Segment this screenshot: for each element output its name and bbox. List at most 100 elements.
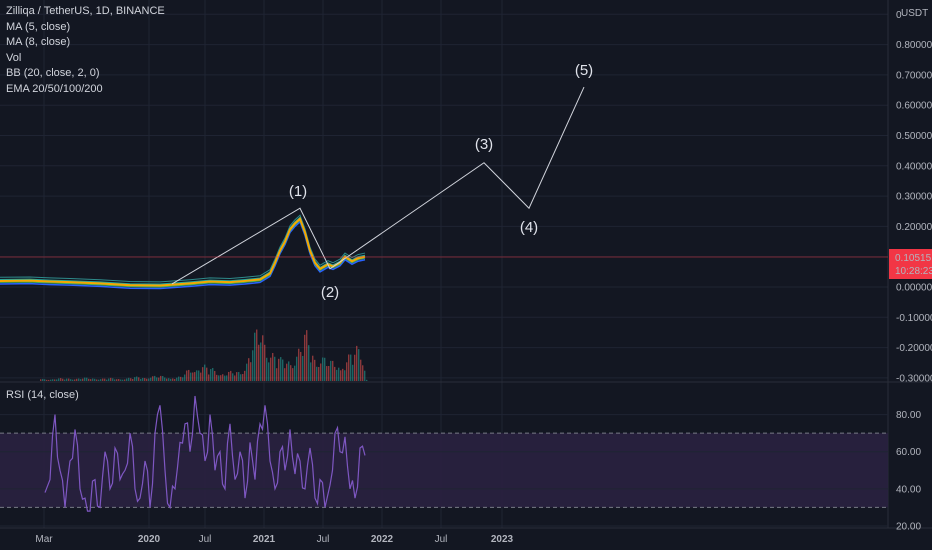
rsi-tick-label: 20.00	[896, 522, 921, 533]
legend-ma8[interactable]: MA (8, close)	[6, 36, 71, 49]
volume-bar	[76, 378, 78, 381]
volume-bar	[280, 357, 282, 381]
volume-bar	[212, 367, 214, 381]
countdown-label: 10:28:23	[895, 266, 932, 277]
volume-bar	[222, 374, 224, 381]
volume-bar	[356, 345, 358, 381]
volume-bar	[342, 368, 344, 381]
volume-bar	[298, 348, 300, 381]
volume-bar	[106, 379, 108, 381]
price-tick-label: -0.30000	[896, 373, 932, 384]
volume-bar	[354, 354, 356, 381]
volume-bar	[196, 370, 198, 381]
volume-bar	[262, 335, 264, 381]
volume-bar	[256, 329, 258, 381]
volume-bar	[112, 378, 114, 381]
volume-bar	[46, 379, 48, 381]
volume-bar	[174, 378, 176, 381]
price-tick-label: -0.20000	[896, 343, 932, 354]
volume-bar	[140, 378, 142, 381]
volume-bar	[66, 378, 68, 381]
price-tick-label: 0.40000	[896, 161, 932, 172]
price-tick-label: 0.60000	[896, 101, 932, 112]
volume-bar	[350, 354, 352, 381]
volume-bar	[176, 377, 178, 381]
price-tick-label: 0.30000	[896, 192, 932, 203]
volume-bar	[182, 377, 184, 381]
price-tag	[889, 249, 932, 279]
volume-bar	[170, 378, 172, 381]
volume-bar	[156, 377, 158, 381]
volume-bar	[232, 373, 234, 381]
elliott-wave-line	[171, 86, 585, 285]
volume-bar	[60, 378, 62, 381]
volume-bar	[214, 371, 216, 381]
time-axis-label: 2021	[253, 534, 276, 545]
volume-bar	[300, 351, 302, 381]
legend-vol[interactable]: Vol	[6, 51, 22, 64]
volume-bar	[74, 379, 76, 381]
volume-bar	[184, 374, 186, 381]
volume-bar	[70, 379, 72, 381]
volume-bar	[344, 370, 346, 381]
volume-bar	[364, 370, 366, 381]
price-tick-label: 0.70000	[896, 70, 932, 81]
volume-bar	[352, 364, 354, 381]
volume-bar	[88, 378, 90, 381]
volume-bar	[282, 359, 284, 381]
volume-bar	[244, 370, 246, 381]
time-axis-label: Jul	[317, 534, 330, 545]
volume-bar	[308, 345, 310, 381]
wave-label: (3)	[475, 136, 493, 153]
volume-bar	[366, 379, 368, 381]
volume-bar	[86, 377, 88, 381]
volume-bar	[84, 377, 86, 381]
rsi-line	[44, 395, 366, 512]
volume-bar	[152, 376, 154, 381]
volume-bar	[324, 357, 326, 381]
volume-bar	[304, 334, 306, 381]
ema-line	[0, 220, 366, 290]
legend-bb[interactable]: BB (20, close, 2, 0)	[6, 67, 100, 80]
volume-bar	[286, 363, 288, 381]
volume-bar	[270, 357, 272, 381]
volume-bar	[226, 375, 228, 381]
volume-bar	[288, 361, 290, 381]
volume-bar	[198, 370, 200, 381]
volume-bar	[284, 368, 286, 381]
volume-bar	[230, 370, 232, 381]
volume-bar	[260, 342, 262, 381]
legend: Zilliqa / TetherUS, 1D, BINANCE MA (5, c…	[6, 4, 165, 98]
rsi-tick-label: 60.00	[896, 447, 921, 458]
volume-bar	[208, 374, 210, 381]
volume-bar	[168, 378, 170, 381]
volume-bar	[162, 375, 164, 381]
volume-bar	[254, 332, 256, 381]
legend-ma5[interactable]: MA (5, close)	[6, 20, 71, 33]
volume-bar	[264, 344, 266, 381]
volume-bar	[258, 344, 260, 381]
wave-label: (2)	[321, 284, 339, 301]
volume-bar	[206, 367, 208, 381]
volume-bar	[144, 378, 146, 381]
volume-bar	[224, 375, 226, 381]
volume-bar	[318, 367, 320, 381]
volume-bar	[124, 379, 126, 381]
volume-bar	[92, 378, 94, 381]
volume-bar	[274, 356, 276, 381]
legend-symbol[interactable]: Zilliqa / TetherUS, 1D, BINANCE	[6, 5, 165, 17]
legend-ema[interactable]: EMA 20/50/100/200	[6, 82, 103, 95]
volume-bar	[346, 362, 348, 381]
volume-bar	[50, 379, 52, 381]
volume-bar	[306, 330, 308, 381]
volume-bar	[362, 365, 364, 381]
volume-bar	[292, 368, 294, 381]
price-tick-label: 0.50000	[896, 131, 932, 142]
volume-bar	[42, 378, 44, 381]
rsi-title[interactable]: RSI (14, close)	[6, 389, 79, 401]
volume-bar	[186, 370, 188, 381]
volume-bar	[332, 360, 334, 381]
volume-bar	[316, 366, 318, 381]
